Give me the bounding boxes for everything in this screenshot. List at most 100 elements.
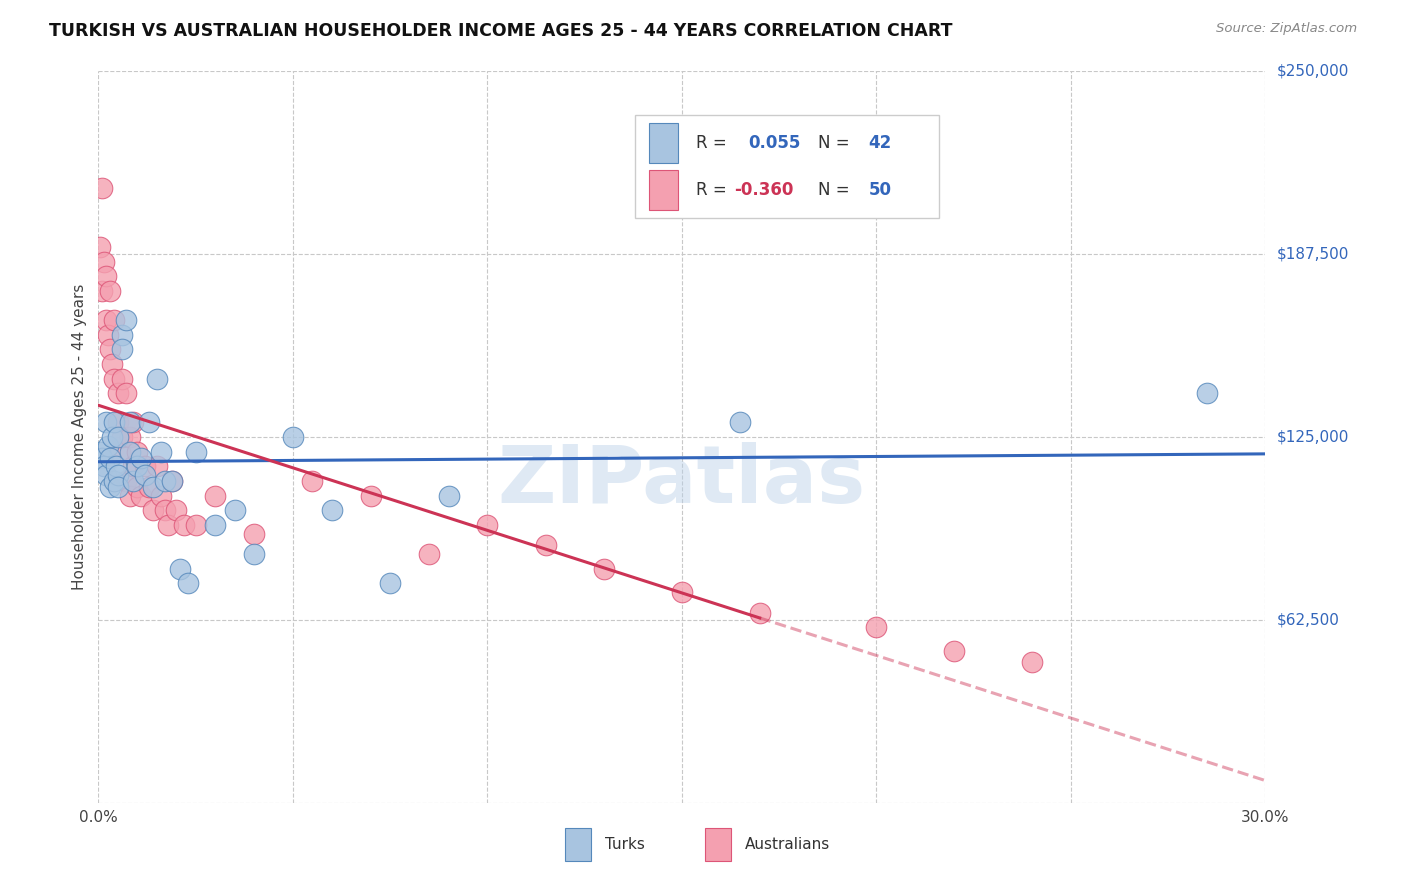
Point <box>165 503 187 517</box>
Point <box>91 284 114 298</box>
Point <box>114 474 136 488</box>
Point <box>748 606 770 620</box>
Point <box>107 416 129 430</box>
Point <box>118 416 141 430</box>
FancyBboxPatch shape <box>650 122 679 163</box>
Point <box>114 313 136 327</box>
FancyBboxPatch shape <box>706 829 731 862</box>
Point <box>224 503 246 517</box>
Point <box>127 444 149 458</box>
Text: $250,000: $250,000 <box>1277 64 1348 78</box>
Text: $125,000: $125,000 <box>1277 430 1348 444</box>
Point <box>93 459 115 474</box>
Point <box>1195 386 1218 401</box>
Text: ZIPatlas: ZIPatlas <box>498 442 866 520</box>
Point <box>103 371 125 385</box>
Text: Turks: Turks <box>605 838 645 853</box>
Point <box>96 468 118 483</box>
Point <box>114 386 136 401</box>
Point <box>865 620 887 634</box>
Point <box>671 585 693 599</box>
Point <box>118 430 141 444</box>
Point <box>97 327 120 342</box>
Point <box>162 474 184 488</box>
Point <box>127 480 149 494</box>
Point <box>91 181 114 195</box>
Point <box>129 450 152 465</box>
Point <box>98 284 121 298</box>
Point <box>157 517 180 532</box>
Point <box>122 474 145 488</box>
Point <box>89 240 111 254</box>
Point <box>301 474 323 488</box>
Point <box>142 480 165 494</box>
Point <box>1021 656 1043 670</box>
Point <box>91 450 114 465</box>
Y-axis label: Householder Income Ages 25 - 44 years: Householder Income Ages 25 - 44 years <box>72 284 87 591</box>
Point <box>593 562 616 576</box>
Point <box>103 474 125 488</box>
Point <box>111 430 134 444</box>
Point <box>730 416 752 430</box>
Point <box>138 480 160 494</box>
Point <box>162 474 184 488</box>
Point <box>122 459 145 474</box>
FancyBboxPatch shape <box>650 170 679 211</box>
FancyBboxPatch shape <box>565 829 591 862</box>
Point <box>129 489 152 503</box>
Point <box>243 526 266 541</box>
Point <box>98 450 121 465</box>
Text: 50: 50 <box>869 181 891 199</box>
Point <box>534 538 557 552</box>
Point <box>243 547 266 561</box>
Point <box>101 357 124 371</box>
Point <box>153 503 176 517</box>
Point <box>104 459 127 474</box>
Text: N =: N = <box>818 181 855 199</box>
Point <box>360 489 382 503</box>
Point <box>101 430 124 444</box>
Point <box>169 562 191 576</box>
Point <box>98 343 121 357</box>
Point <box>418 547 440 561</box>
Point <box>184 444 207 458</box>
Point <box>111 343 134 357</box>
Point <box>134 459 156 474</box>
Text: $187,500: $187,500 <box>1277 247 1348 261</box>
Text: 0.055: 0.055 <box>748 134 801 152</box>
Point <box>127 459 149 474</box>
Point <box>107 480 129 494</box>
Text: N =: N = <box>818 134 855 152</box>
Point <box>153 474 176 488</box>
Point <box>97 439 120 453</box>
Point <box>142 503 165 517</box>
Point <box>134 468 156 483</box>
Point <box>108 444 131 458</box>
Point <box>173 517 195 532</box>
Point <box>943 643 966 657</box>
Point <box>204 517 226 532</box>
Point <box>96 313 118 327</box>
Point <box>107 468 129 483</box>
Point <box>204 489 226 503</box>
Point <box>89 444 111 458</box>
Point <box>437 489 460 503</box>
FancyBboxPatch shape <box>636 115 939 218</box>
Text: R =: R = <box>696 134 733 152</box>
Text: Australians: Australians <box>745 838 830 853</box>
Point <box>96 416 118 430</box>
Point <box>146 371 169 385</box>
Text: 42: 42 <box>869 134 891 152</box>
Text: Source: ZipAtlas.com: Source: ZipAtlas.com <box>1216 22 1357 36</box>
Point <box>149 489 172 503</box>
Point <box>103 313 125 327</box>
Point <box>98 480 121 494</box>
Point <box>118 489 141 503</box>
Point <box>111 371 134 385</box>
Point <box>184 517 207 532</box>
Point <box>380 576 402 591</box>
Point <box>107 430 129 444</box>
Text: TURKISH VS AUSTRALIAN HOUSEHOLDER INCOME AGES 25 - 44 YEARS CORRELATION CHART: TURKISH VS AUSTRALIAN HOUSEHOLDER INCOME… <box>49 22 953 40</box>
Text: R =: R = <box>696 181 733 199</box>
Point <box>111 327 134 342</box>
